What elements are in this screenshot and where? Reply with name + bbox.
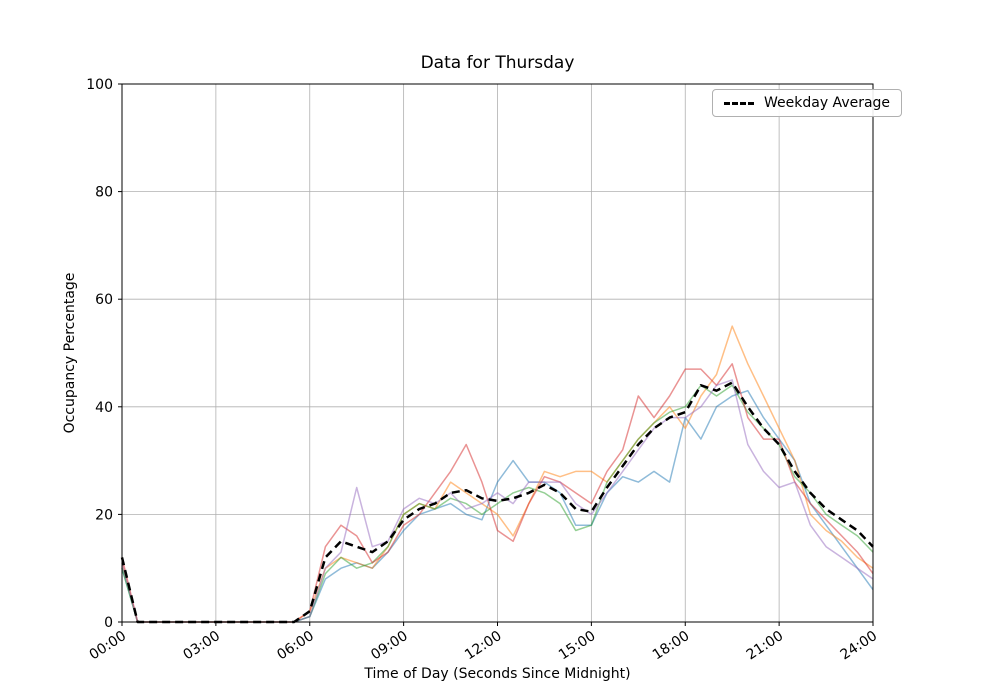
x-tick-label: 00:00 [87, 628, 130, 663]
legend-label: Weekday Average [764, 95, 891, 111]
x-axis-label: Time of Day (Seconds Since Midnight) [364, 666, 631, 682]
chart-title: Data for Thursday [420, 53, 575, 73]
y-tick-label: 40 [95, 400, 113, 416]
legend: Weekday Average [712, 89, 903, 117]
y-tick-label: 100 [86, 77, 113, 93]
x-tick-label: 24:00 [838, 628, 881, 663]
dashed-line-icon [724, 101, 754, 105]
y-axis-label: Occupancy Percentage [62, 272, 78, 434]
tick-labels: 00:00 03:00 06:00 09:00 12:00 15:00 18:00 21:00… [86, 77, 880, 663]
x-tick-label: 03:00 [180, 628, 223, 663]
x-tick-label: 15:00 [556, 628, 599, 663]
x-tick-label: 21:00 [744, 628, 787, 663]
x-tick-label: 18:00 [650, 628, 693, 663]
y-tick-label: 0 [104, 615, 113, 631]
y-tick-label: 20 [95, 507, 113, 523]
grid-lines [121, 83, 874, 623]
y-tick-label: 60 [95, 292, 113, 308]
x-tick-label: 06:00 [274, 628, 317, 663]
x-tick-label: 09:00 [368, 628, 411, 663]
y-tick-label: 80 [95, 185, 113, 201]
x-tick-label: 12:00 [462, 628, 505, 663]
tick-marks [118, 83, 874, 626]
